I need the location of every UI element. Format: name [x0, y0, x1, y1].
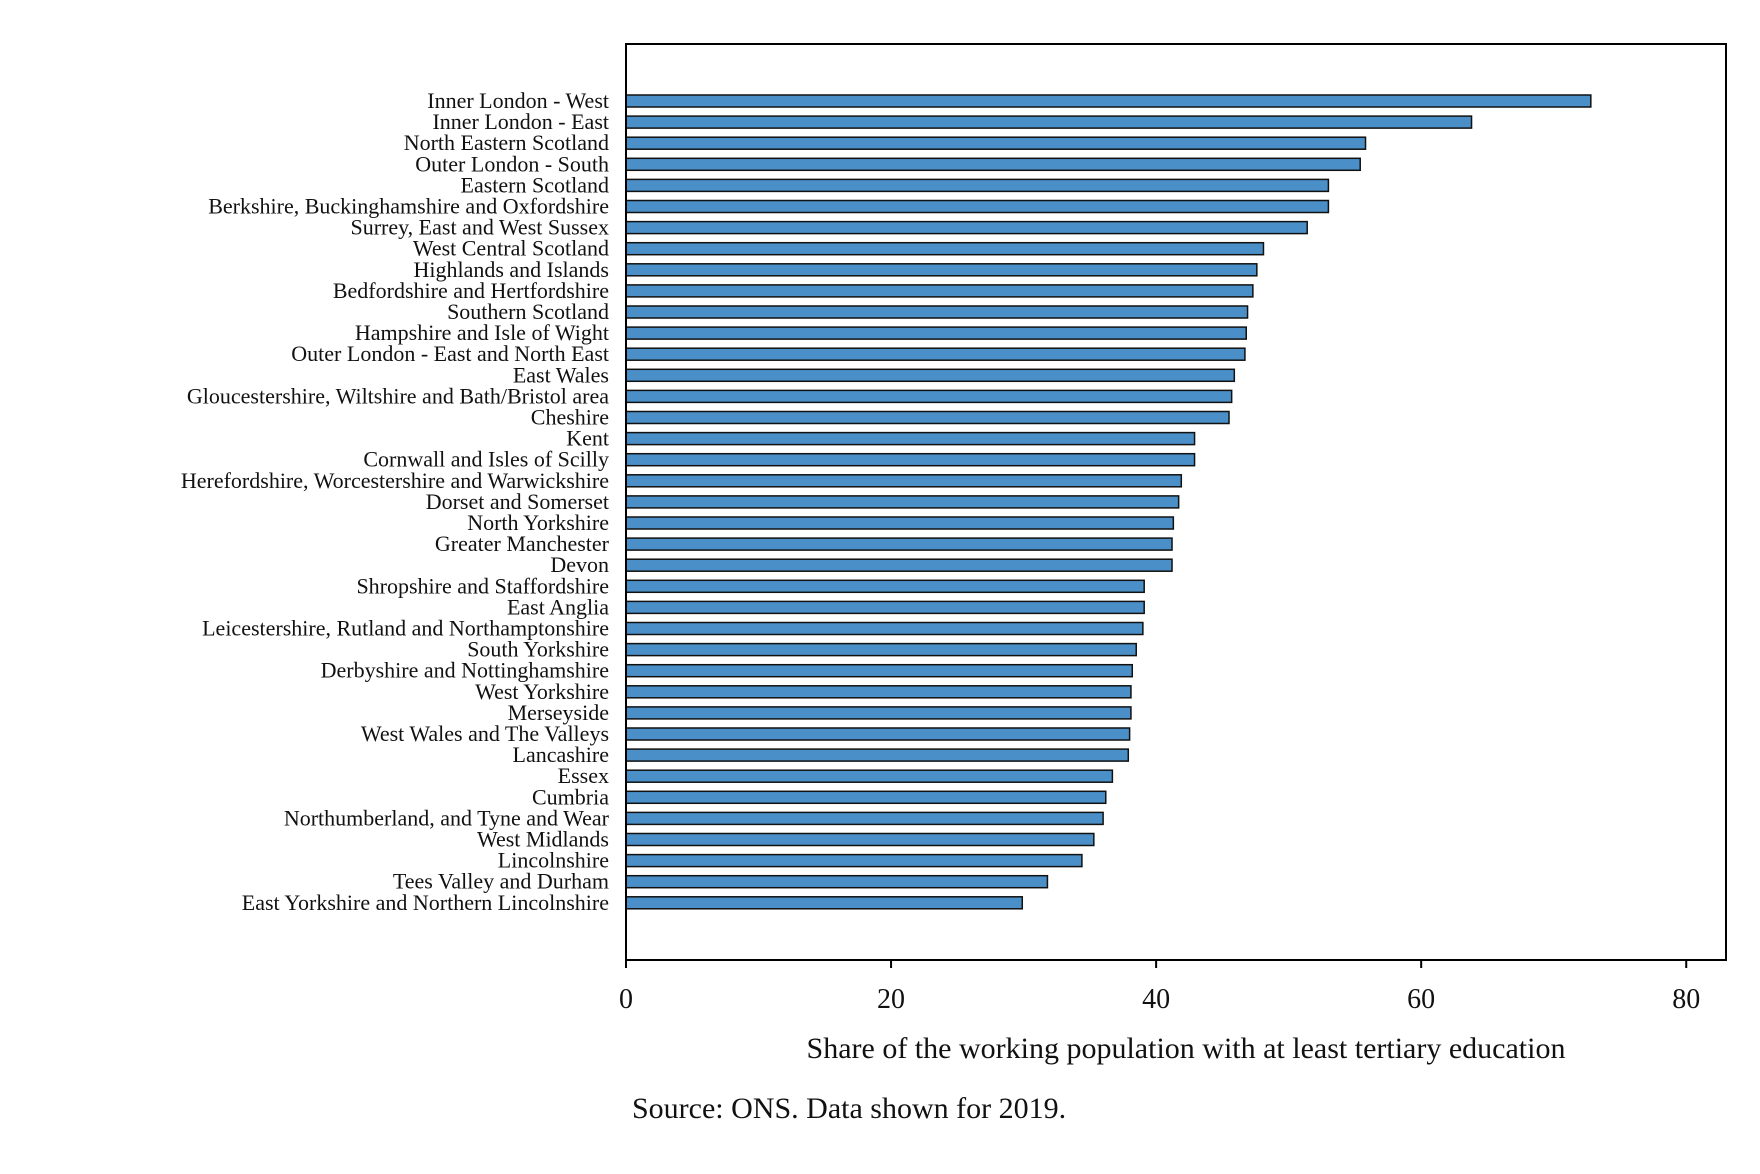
bar — [625, 874, 1049, 889]
category-label: Greater Manchester — [435, 531, 610, 556]
bar — [625, 368, 1236, 383]
bar — [625, 600, 1145, 615]
bar — [625, 832, 1095, 847]
bar — [625, 241, 1265, 256]
category-label: West Wales and The Valleys — [361, 721, 609, 746]
category-label: East Yorkshire and Northern Lincolnshire — [242, 890, 609, 915]
bar — [625, 896, 1024, 910]
category-label: Cheshire — [531, 405, 609, 430]
category-label: Highlands and Islands — [413, 257, 609, 282]
bar — [625, 452, 1196, 467]
x-tick-label: 20 — [877, 984, 905, 1015]
category-label: West Yorkshire — [475, 679, 609, 704]
bar — [625, 811, 1104, 826]
bar — [625, 94, 1592, 108]
bar — [625, 642, 1137, 657]
category-label: Cornwall and Isles of Scilly — [363, 447, 609, 472]
bar — [625, 157, 1361, 172]
bar — [625, 663, 1134, 678]
category-label: Eastern Scotland — [461, 172, 609, 197]
category-label: Surrey, East and West Sussex — [350, 215, 609, 240]
category-label: West Central Scotland — [413, 236, 609, 261]
bar — [625, 263, 1258, 277]
bar — [625, 621, 1144, 636]
bar — [625, 431, 1196, 446]
bar — [625, 305, 1249, 319]
bar — [625, 790, 1107, 805]
bar — [625, 769, 1114, 783]
bar — [625, 115, 1473, 129]
category-label: Northumberland, and Tyne and Wear — [284, 805, 610, 830]
bar — [625, 389, 1233, 404]
category-label: Berkshire, Buckinghamshire and Oxfordshi… — [208, 194, 609, 219]
category-label: Hampshire and Isle of Wight — [355, 320, 609, 345]
x-tick-label: 60 — [1407, 984, 1435, 1015]
category-label: Tees Valley and Durham — [393, 869, 609, 894]
category-label: Derbyshire and Nottinghamshire — [321, 658, 609, 683]
bar — [625, 284, 1254, 298]
category-label: North Yorkshire — [467, 510, 609, 535]
category-label: Devon — [550, 552, 609, 577]
x-tick-label: 0 — [619, 984, 633, 1015]
bar — [625, 474, 1183, 488]
x-tick-label: 40 — [1142, 984, 1170, 1015]
bar — [625, 748, 1130, 762]
category-label: Cumbria — [532, 784, 609, 809]
category-label: Merseyside — [508, 700, 609, 725]
x-tick-label: 80 — [1672, 984, 1700, 1015]
bar — [625, 199, 1330, 214]
bar — [625, 220, 1308, 235]
category-label: Gloucestershire, Wiltshire and Bath/Bris… — [187, 383, 609, 408]
source-note: Source: ONS. Data shown for 2019. — [632, 1092, 1066, 1125]
bar — [625, 495, 1180, 509]
category-label: Outer London - South — [415, 151, 609, 176]
bars-group — [625, 94, 1592, 910]
bar — [625, 410, 1230, 425]
bar — [625, 178, 1330, 193]
category-label: West Midlands — [477, 827, 609, 852]
bar — [625, 853, 1083, 868]
bar — [625, 706, 1132, 720]
category-label: Dorset and Somerset — [426, 489, 609, 514]
category-label: Southern Scotland — [447, 299, 609, 324]
bar — [625, 136, 1367, 150]
category-label: North Eastern Scotland — [404, 130, 609, 155]
bar — [625, 558, 1173, 572]
category-label: Essex — [558, 763, 609, 788]
bar — [625, 347, 1246, 361]
category-label: Bedfordshire and Hertfordshire — [333, 278, 609, 303]
bar — [625, 727, 1131, 741]
category-label: Inner London - East — [432, 109, 609, 134]
x-axis-title: Share of the working population with at … — [807, 1032, 1566, 1065]
bar — [625, 516, 1175, 530]
category-label: Shropshire and Staffordshire — [356, 573, 609, 598]
category-label: Kent — [566, 426, 609, 451]
category-label: Outer London - East and North East — [291, 341, 609, 366]
category-label: South Yorkshire — [467, 637, 609, 662]
category-label: East Anglia — [507, 594, 609, 619]
bar — [625, 537, 1173, 551]
category-label: Lancashire — [513, 742, 610, 767]
category-label: Inner London - West — [427, 88, 609, 113]
bar — [625, 685, 1132, 699]
x-axis-ticks: 0 20 40 60 80 — [619, 960, 1700, 1015]
category-label: Lincolnshire — [498, 848, 609, 873]
category-label: Leicestershire, Rutland and Northamptons… — [202, 616, 609, 641]
plot-frame — [625, 43, 1727, 961]
category-label: Herefordshire, Worcestershire and Warwic… — [181, 468, 609, 493]
bar — [625, 579, 1145, 594]
category-label: East Wales — [513, 362, 609, 387]
bar — [625, 326, 1247, 340]
